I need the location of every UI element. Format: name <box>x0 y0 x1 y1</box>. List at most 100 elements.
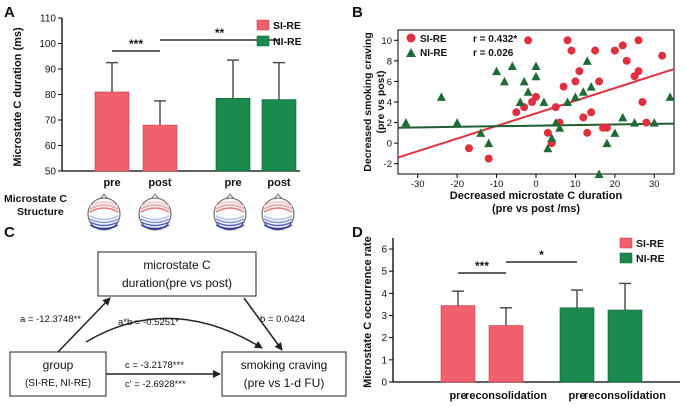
x-tick-label: -30 <box>411 179 425 190</box>
path-a-label: a = -12.3748** <box>20 314 81 325</box>
point-si-re <box>567 46 576 55</box>
y-tick-label: 70 <box>45 116 57 127</box>
point-si-re <box>512 108 521 117</box>
point-si-re <box>610 46 619 55</box>
x-tick-label: pre <box>103 177 120 189</box>
point-ni-re <box>401 118 411 127</box>
point-ni-re <box>436 92 446 101</box>
legend-stat-ni-re: r = 0.026 <box>473 48 514 59</box>
fit-line-si-re <box>397 68 675 159</box>
y-tick-label: 8 <box>387 56 392 67</box>
x-tick-label: post <box>148 177 172 189</box>
y-tick-label: 0 <box>381 378 387 389</box>
panel-c-mediation-diagram: microstate C duration(pre vs post) group… <box>9 251 347 397</box>
x-tick-label: -20 <box>450 179 464 190</box>
point-si-re <box>563 36 572 45</box>
y-tick-label: 1 <box>381 355 387 366</box>
legend-swatch-si-re-d <box>619 237 633 249</box>
point-ni-re <box>618 112 628 122</box>
point-si-re <box>484 154 493 163</box>
point-si-re <box>634 36 643 45</box>
point-ni-re <box>492 66 502 76</box>
x-tick-label: reconsolidation <box>584 390 666 402</box>
point-ni-re <box>649 118 659 127</box>
point-si-re <box>575 67 584 76</box>
point-ni-re <box>610 128 620 137</box>
point-ni-re <box>563 97 573 106</box>
legend-swatch-si-re <box>256 19 270 31</box>
panel-b-x-label-line1: Decreased microstate C duration <box>450 190 623 202</box>
point-ni-re <box>555 123 565 132</box>
point-ni-re <box>515 97 525 106</box>
legend-label-si-re-b: SI-RE <box>420 34 447 45</box>
panel-b-legend: SI-RE r = 0.432* NI-RE r = 0.026 <box>406 33 517 59</box>
legend-stat-si-re: r = 0.432* <box>473 34 517 45</box>
point-ni-re <box>519 76 529 86</box>
panel-d-y-label: Microstate C occurrence rate <box>362 236 374 388</box>
point-si-re <box>587 108 596 117</box>
point-si-re <box>551 103 560 112</box>
bar-si-re-pre <box>440 305 476 383</box>
point-ni-re <box>484 138 494 148</box>
y-tick-label: 2 <box>381 333 387 344</box>
bar-ni-re-pre <box>215 98 251 172</box>
y-tick-label: 100 <box>39 39 56 50</box>
point-si-re <box>642 118 651 127</box>
point-si-re <box>658 51 667 60</box>
point-ni-re <box>602 138 612 148</box>
legend-swatch-ni-re <box>256 35 270 47</box>
topomap <box>87 193 121 231</box>
point-ni-re <box>499 76 509 86</box>
path-c-label: c = -3.2178*** <box>125 360 184 371</box>
point-ni-re <box>570 92 580 101</box>
panel-a-y-label: Microstate C duration (ms) <box>12 27 24 167</box>
point-ni-re <box>523 87 533 96</box>
panel-b-y-label-line1: Decreased smoking craving <box>362 32 374 171</box>
point-ni-re <box>543 143 553 153</box>
legend-label-ni-re-b: NI-RE <box>420 48 448 59</box>
y-tick-label: 3 <box>381 311 387 322</box>
bar-si-re-pre <box>94 91 130 172</box>
mediator-box-line2: duration(pre vs post) <box>122 276 232 290</box>
point-si-re <box>602 123 611 132</box>
bar-ni-re-post <box>261 99 297 172</box>
x-tick-label: pre <box>568 390 585 402</box>
point-si-re <box>618 41 627 50</box>
x-tick-label: 30 <box>649 179 660 190</box>
point-si-re <box>579 113 588 122</box>
outcome-box <box>221 351 347 397</box>
panel-label-b: B <box>352 4 363 21</box>
panel-d-legend: SI-RE NI-RE <box>619 237 665 265</box>
point-si-re <box>638 98 647 106</box>
group-box-line2: (SI-RE, NI-RE) <box>25 378 91 389</box>
legend-marker-si-re <box>406 33 416 43</box>
panel-label-d: D <box>352 224 363 241</box>
y-tick-label: 2 <box>387 118 392 129</box>
point-si-re <box>524 36 533 45</box>
y-tick-label: 90 <box>45 65 57 76</box>
point-ni-re <box>531 61 541 70</box>
point-ni-re <box>551 118 561 127</box>
point-ni-re <box>630 118 640 127</box>
group-box-line1: group <box>43 358 74 372</box>
topomap-label-line2: Structure <box>17 206 64 218</box>
path-a-arrow <box>57 297 111 353</box>
topomap <box>213 193 247 231</box>
panel-label-a: A <box>4 4 15 21</box>
bar-ni-re-reconsolidation <box>607 309 643 383</box>
point-ni-re <box>578 87 588 96</box>
point-ni-re <box>452 118 462 127</box>
point-si-re <box>532 92 540 101</box>
point-ni-re <box>531 71 541 81</box>
x-tick-label: pre <box>224 177 241 189</box>
significance-stars: ** <box>215 26 225 40</box>
significance-stars: *** <box>475 259 489 273</box>
legend-swatch-ni-re-d <box>619 252 633 264</box>
mediator-box-line1: microstate C <box>143 258 211 272</box>
legend-label-ni-re: NI-RE <box>273 36 302 48</box>
point-si-re <box>464 144 473 153</box>
